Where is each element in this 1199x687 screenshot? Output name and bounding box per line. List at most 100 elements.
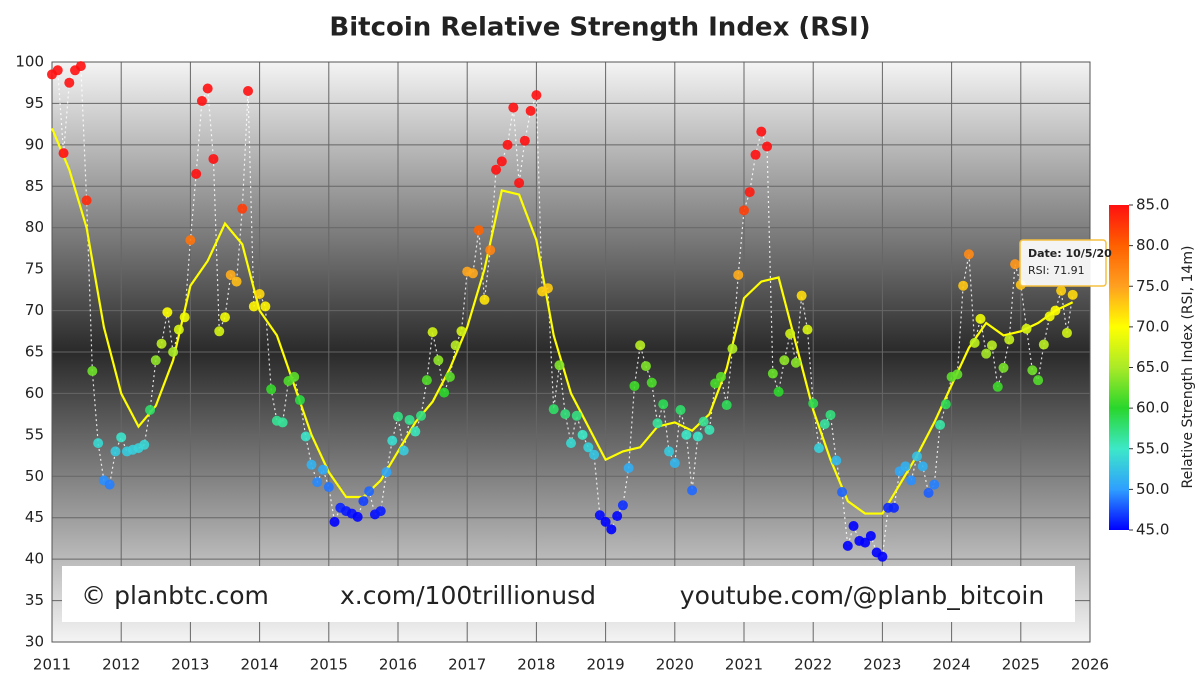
- y-tick-label: 60: [25, 384, 44, 402]
- point: [254, 289, 265, 299]
- point: [93, 438, 104, 449]
- point: [842, 540, 853, 551]
- point: [969, 337, 980, 348]
- point: [1004, 334, 1015, 345]
- point: [802, 324, 813, 335]
- point: [145, 405, 156, 415]
- point: [785, 328, 796, 339]
- y-tick-label: 35: [25, 591, 44, 609]
- y-tick-label: 85: [25, 177, 44, 195]
- point: [589, 449, 600, 460]
- point: [860, 537, 871, 548]
- point: [162, 307, 173, 318]
- tooltip-date: Date: 10/5/20: [1028, 247, 1112, 260]
- point: [387, 435, 398, 446]
- point: [692, 431, 703, 442]
- point: [375, 506, 386, 517]
- point: [404, 414, 415, 425]
- point: [963, 249, 974, 260]
- point: [525, 105, 536, 116]
- point: [1067, 289, 1078, 300]
- watermark-box: [62, 566, 1075, 622]
- point: [779, 355, 790, 366]
- point: [300, 431, 311, 442]
- point: [185, 235, 196, 246]
- point: [612, 511, 623, 522]
- point: [617, 500, 628, 511]
- point: [767, 368, 778, 379]
- point: [433, 355, 444, 366]
- point: [277, 417, 288, 428]
- point: [439, 387, 450, 398]
- y-tick-label: 65: [25, 343, 44, 361]
- point: [750, 149, 761, 160]
- point: [733, 269, 744, 280]
- point: [739, 205, 749, 216]
- point: [831, 455, 842, 466]
- point: [358, 496, 369, 507]
- point: [958, 280, 969, 291]
- point: [583, 442, 594, 453]
- point: [214, 326, 225, 337]
- point: [398, 445, 409, 456]
- point: [312, 477, 323, 488]
- point: [116, 432, 127, 443]
- y-tick-label: 75: [25, 260, 44, 278]
- point: [110, 446, 121, 457]
- point: [104, 479, 115, 490]
- colorbar-tick-label: 70.0: [1136, 317, 1169, 335]
- point: [202, 83, 213, 94]
- point: [220, 312, 230, 323]
- y-tick-label: 45: [25, 508, 44, 526]
- point: [150, 355, 161, 366]
- y-tick-label: 30: [25, 633, 44, 651]
- watermark: © planbtc.com: [81, 581, 269, 610]
- point: [289, 371, 300, 382]
- point: [421, 375, 432, 386]
- point: [986, 340, 997, 351]
- point: [467, 268, 478, 279]
- point: [491, 164, 502, 175]
- point: [888, 502, 899, 513]
- colorbar-label: Relative Strength Index (RSI, 14m): [1180, 246, 1196, 489]
- point: [756, 126, 767, 137]
- point: [179, 312, 190, 323]
- point: [266, 384, 277, 395]
- point: [502, 139, 513, 150]
- point: [514, 177, 525, 188]
- point: [998, 362, 1009, 373]
- point: [393, 411, 403, 422]
- point: [675, 405, 686, 415]
- point: [837, 487, 848, 498]
- point: [173, 324, 184, 335]
- point: [629, 380, 640, 391]
- x-tick-label: 2024: [933, 656, 971, 674]
- point: [306, 459, 317, 470]
- point: [75, 61, 86, 72]
- point: [87, 366, 98, 377]
- point: [81, 195, 92, 206]
- tooltip-value: RSI: 71.91: [1028, 264, 1085, 277]
- watermark: youtube.com/@planb_bitcoin: [680, 581, 1044, 610]
- colorbar-tick-label: 45.0: [1136, 521, 1169, 539]
- point: [929, 479, 940, 490]
- x-tick-label: 2016: [379, 656, 417, 674]
- y-tick-label: 90: [25, 135, 44, 153]
- point: [640, 361, 651, 372]
- point: [1021, 323, 1032, 334]
- point: [381, 467, 392, 478]
- plot-border: [51, 61, 1091, 643]
- point: [456, 326, 467, 337]
- y-tick-label: 50: [25, 467, 44, 485]
- point: [508, 102, 519, 113]
- point: [191, 168, 202, 179]
- point: [485, 245, 496, 256]
- point: [225, 269, 236, 280]
- point: [762, 141, 773, 152]
- point: [64, 77, 75, 88]
- point: [669, 458, 680, 469]
- x-tick-label: 2020: [656, 656, 694, 674]
- point: [208, 153, 219, 164]
- point: [646, 377, 657, 388]
